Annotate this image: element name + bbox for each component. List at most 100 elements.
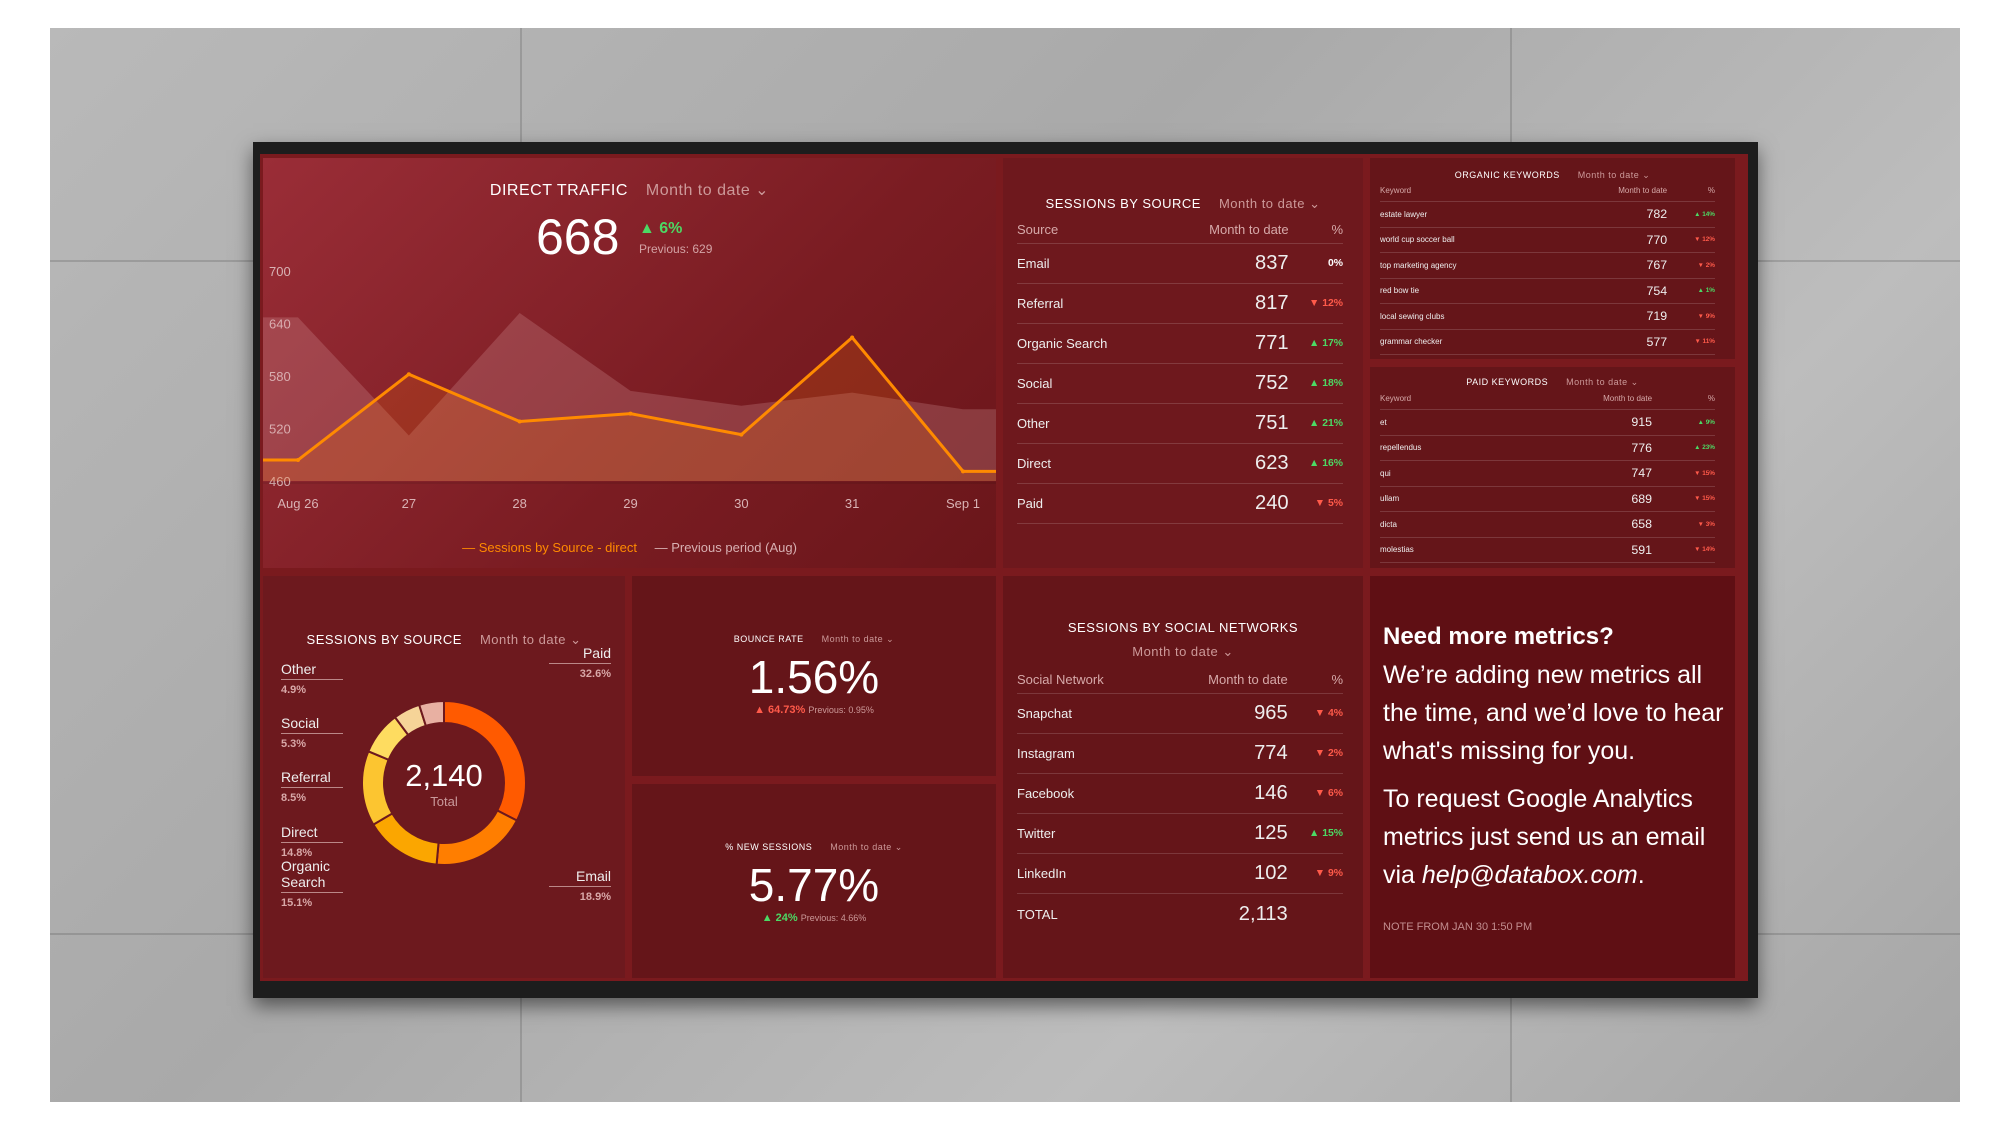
- row-value: 774: [1158, 733, 1288, 774]
- table-row[interactable]: Twitter 125 ▲ 15%: [1017, 813, 1343, 854]
- column-header: Keyword: [1380, 394, 1505, 410]
- period-dropdown[interactable]: Month to date ⌄: [1218, 196, 1321, 211]
- row-change: ▼ 9%: [1287, 853, 1343, 894]
- row-label: dicta: [1380, 511, 1505, 538]
- table-row[interactable]: Instagram 774 ▼ 2%: [1017, 733, 1343, 774]
- row-label: estate lawyer: [1380, 201, 1556, 228]
- table-row[interactable]: Facebook 146 ▼ 6%: [1017, 773, 1343, 814]
- data-point[interactable]: [296, 458, 300, 462]
- row-change: ▲ 21%: [1288, 403, 1343, 444]
- table-row[interactable]: molestias 591 ▼ 14%: [1380, 537, 1715, 563]
- table-row[interactable]: estate lawyer 782 ▲ 14%: [1380, 201, 1715, 228]
- table-row[interactable]: LinkedIn 102 ▼ 9%: [1017, 853, 1343, 894]
- table-row[interactable]: Referral 817 ▼ 12%: [1017, 283, 1343, 324]
- table-row[interactable]: Direct 623 ▲ 16%: [1017, 443, 1343, 484]
- panel-title: % NEW SESSIONS: [725, 842, 813, 852]
- column-header: Month to date: [1161, 222, 1289, 244]
- panel-title: DIRECT TRAFFIC: [489, 182, 628, 199]
- legend-current[interactable]: — Sessions by Source - direct: [462, 540, 637, 555]
- column-header: Month to date: [1555, 186, 1668, 202]
- row-change: ▲ 16%: [1288, 443, 1343, 484]
- new-sessions-panel: % NEW SESSIONS Month to date ⌄ 5.77% ▲ 24…: [632, 784, 996, 978]
- data-point[interactable]: [739, 432, 744, 437]
- email-link[interactable]: help@databox.com: [1421, 861, 1638, 889]
- donut-slice-organic-search[interactable]: [371, 812, 440, 866]
- table-row[interactable]: Email 837 0%: [1017, 243, 1343, 284]
- data-point[interactable]: [961, 469, 965, 474]
- donut-chart: [361, 699, 527, 866]
- period-dropdown[interactable]: Month to date ⌄: [1132, 644, 1234, 659]
- column-header: %: [1652, 394, 1715, 410]
- row-label: LinkedIn: [1017, 853, 1159, 894]
- metric-change: ▲ 6%: [639, 220, 683, 237]
- table-row[interactable]: et 915 ▲ 9%: [1380, 409, 1715, 436]
- table-row[interactable]: Organic Search 771 ▲ 17%: [1017, 323, 1343, 364]
- row-change: ▲ 18%: [1288, 363, 1343, 404]
- table-row[interactable]: Paid 240 ▼ 5%: [1017, 483, 1343, 524]
- legend-previous[interactable]: — Previous period (Aug): [654, 540, 797, 555]
- donut-slice-email[interactable]: [435, 809, 519, 866]
- table-row[interactable]: top marketing agency 767 ▼ 2%: [1380, 252, 1715, 279]
- direct-traffic-line-chart: 700 640 580 520 460 Aug 26 27 28 29 30 31 Sep 1: [263, 264, 996, 511]
- table-row[interactable]: red bow tie 754 ▲ 1%: [1380, 278, 1715, 304]
- row-value: 817: [1161, 283, 1289, 324]
- x-tick-label: Aug 26: [277, 496, 318, 511]
- table-row[interactable]: Other 751 ▲ 21%: [1017, 403, 1343, 444]
- data-point[interactable]: [406, 372, 411, 377]
- row-value: 767: [1555, 252, 1668, 279]
- row-value: 689: [1504, 486, 1653, 512]
- row-label: Other: [1017, 403, 1162, 444]
- table-row[interactable]: world cup soccer ball 770 ▼ 12%: [1380, 227, 1715, 253]
- row-value: 577: [1555, 329, 1668, 355]
- row-change: ▲ 1%: [1667, 278, 1715, 304]
- row-label: Referral: [1017, 283, 1162, 324]
- row-value: 770: [1555, 227, 1668, 253]
- table-row[interactable]: repellendus 776 ▲ 23%: [1380, 435, 1715, 461]
- donut-slice-direct[interactable]: [361, 749, 394, 826]
- table-row[interactable]: local sewing clubs 719 ▼ 9%: [1380, 303, 1715, 330]
- social-networks-panel: SESSIONS BY SOCIAL NETWORKS Month to dat…: [1003, 576, 1363, 978]
- y-tick-label: 580: [269, 369, 291, 384]
- row-label: red bow tie: [1380, 278, 1556, 304]
- row-change: ▼ 2%: [1667, 252, 1715, 279]
- row-value: 751: [1161, 403, 1289, 444]
- table-row[interactable]: grammar checker 577 ▼ 11%: [1380, 329, 1715, 355]
- data-point[interactable]: [517, 419, 522, 424]
- bounce-rate-value: 1.56%: [748, 651, 880, 703]
- table-row[interactable]: dicta 658 ▼ 3%: [1380, 511, 1715, 538]
- row-value: 782: [1555, 201, 1668, 228]
- table-row[interactable]: ullam 689 ▼ 15%: [1380, 486, 1715, 512]
- row-label: top marketing agency: [1380, 252, 1556, 279]
- period-dropdown[interactable]: Month to date ⌄: [1577, 170, 1651, 180]
- period-dropdown[interactable]: Month to date ⌄: [645, 182, 770, 199]
- row-change: ▼ 6%: [1287, 773, 1343, 814]
- data-point[interactable]: [628, 411, 633, 416]
- row-value: 752: [1161, 363, 1289, 404]
- row-change: ▼ 4%: [1287, 693, 1343, 734]
- table-row[interactable]: Social 752 ▲ 18%: [1017, 363, 1343, 404]
- row-value: 240: [1161, 483, 1289, 524]
- row-change: ▼ 3%: [1652, 511, 1715, 538]
- row-change: ▼ 15%: [1652, 486, 1715, 512]
- note-heading: Need more metrics?: [1383, 623, 1614, 650]
- table-row[interactable]: Snapchat 965 ▼ 4%: [1017, 693, 1343, 734]
- donut-total-label: Total: [430, 794, 458, 809]
- panel-header: DIRECT TRAFFIC Month to date ⌄: [263, 180, 996, 200]
- column-header: %: [1288, 222, 1343, 244]
- row-label: world cup soccer ball: [1380, 227, 1556, 253]
- data-point[interactable]: [850, 335, 855, 340]
- donut-slice-other[interactable]: [417, 699, 445, 728]
- row-value: 102: [1158, 853, 1288, 894]
- sessions-by-source-table: Source Month to date% Email 837 0% Referral 81…: [1017, 222, 1343, 524]
- row-change: ▲ 9%: [1652, 409, 1715, 436]
- new-sessions-change: ▲ 24% Previous: 4.66%: [761, 912, 867, 924]
- period-dropdown[interactable]: Month to date ⌄: [830, 842, 903, 852]
- period-dropdown[interactable]: Month to date ⌄: [479, 632, 582, 647]
- period-dropdown[interactable]: Month to date ⌄: [1566, 377, 1639, 387]
- metric-previous: Previous: 629: [639, 242, 713, 256]
- row-value: 623: [1161, 443, 1289, 484]
- column-header: Social Network: [1017, 672, 1159, 694]
- table-row[interactable]: qui 747 ▼ 15%: [1380, 460, 1715, 487]
- row-value: 965: [1158, 693, 1288, 734]
- period-dropdown[interactable]: Month to date ⌄: [821, 634, 895, 644]
